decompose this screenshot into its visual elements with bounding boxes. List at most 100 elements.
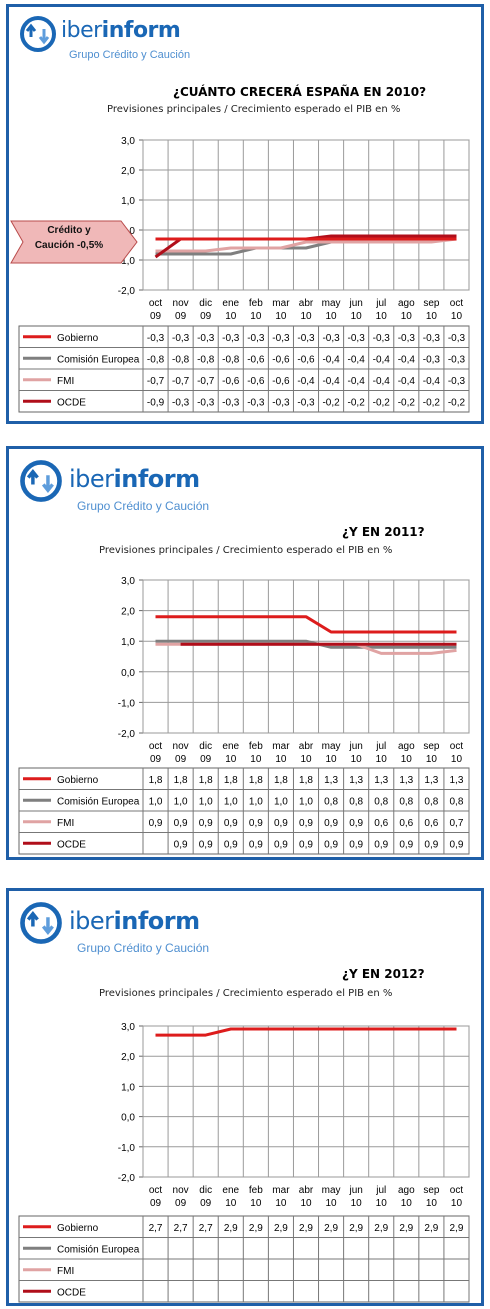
x-tick-label: may	[322, 1185, 341, 1196]
table-cell-value: -0,3	[172, 333, 190, 344]
data-table: Gobierno -0,3 -0,3 -0,3 -0,3 -0,3 -0,3 -0,3 -0,3…	[18, 325, 470, 413]
x-tick-label: 10	[401, 1198, 413, 1209]
table-cell-value: 1,0	[149, 796, 163, 807]
x-tick-label: 10	[326, 754, 338, 765]
table-cell-value: -0,6	[297, 354, 315, 365]
table-cell-value: -0,3	[322, 333, 340, 344]
x-tick-label: 09	[200, 1198, 212, 1209]
forecast-chart-2010: 3,02,01,00,0-1,0-2,0oct09nov09dic09ene10…	[18, 136, 470, 413]
table-cell-value: -0,3	[272, 333, 290, 344]
x-tick-label: 10	[451, 1198, 463, 1209]
x-tick-label: ene	[222, 1185, 239, 1196]
x-tick-label: 10	[250, 754, 262, 765]
logo-name-light: iber	[69, 465, 114, 493]
x-tick-label: sep	[423, 1185, 440, 1196]
table-cell-value: 0,8	[424, 796, 438, 807]
x-tick-label: 10	[401, 311, 413, 322]
x-tick-label: 10	[300, 754, 312, 765]
y-tick-label: 1,0	[121, 196, 135, 207]
x-tick-label: abr	[299, 298, 314, 309]
table-cell-value: 2,9	[374, 1223, 388, 1234]
x-tick-label: 10	[250, 1198, 262, 1209]
x-tick-label: mar	[272, 1185, 290, 1196]
series-line-gobierno	[155, 1027, 457, 1037]
logo-name-light: iber	[69, 907, 114, 935]
logo-name-bold: inform	[113, 907, 201, 935]
x-tick-label: 10	[451, 311, 463, 322]
table-cell-value: 0,8	[324, 796, 338, 807]
series-line-comision-europea	[155, 639, 457, 649]
table-cell-value: 0,9	[224, 818, 238, 829]
table-cell-value: -0,7	[172, 376, 190, 387]
table-cell-value: 0,9	[199, 839, 213, 850]
x-tick-label: 10	[426, 311, 438, 322]
callout-arrow-shape	[10, 220, 138, 264]
table-cell-value: 0,9	[374, 839, 388, 850]
chart-title: ¿Y EN 2012?	[342, 967, 425, 981]
y-tick-label: -2,0	[118, 729, 136, 740]
x-tick-label: nov	[173, 741, 189, 752]
y-tick-label: 2,0	[121, 1052, 135, 1063]
x-tick-label: may	[322, 298, 341, 309]
y-tick-label: 0,0	[121, 668, 135, 679]
table-cell-value: -0,4	[348, 376, 366, 387]
x-tick-label: 10	[275, 1198, 287, 1209]
table-cell-value: -0,3	[222, 397, 240, 408]
table-cell-value: -0,4	[348, 354, 366, 365]
x-tick-label: 10	[225, 311, 237, 322]
table-cell-value: -0,2	[322, 397, 340, 408]
x-tick-label: 10	[401, 754, 413, 765]
x-tick-label: ago	[398, 741, 415, 752]
logo-name-bold: inform	[101, 18, 181, 43]
callout-line-1: Crédito y	[47, 225, 91, 236]
table-cell-value: 1,3	[399, 775, 413, 786]
x-tick-label: 10	[426, 1198, 438, 1209]
logo-name-light: iber	[61, 18, 102, 43]
table-cell-value: 0,6	[399, 818, 413, 829]
table-cell-value: 2,9	[349, 1223, 363, 1234]
x-tick-label: dic	[199, 741, 212, 752]
table-cell-value: 0,7	[450, 818, 464, 829]
x-tick-label: 10	[225, 1198, 237, 1209]
table-cell-value: 2,9	[299, 1223, 313, 1234]
y-tick-label: 2,0	[121, 166, 135, 177]
table-cell-value: 1,8	[149, 775, 163, 786]
plot-area: 3,02,01,00,0-1,0-2,0oct09nov09dic09ene10…	[118, 136, 470, 322]
x-tick-label: 10	[300, 311, 312, 322]
table-cell-value: -0,4	[322, 376, 340, 387]
table-cell-value: 1,8	[274, 775, 288, 786]
table-cell-value: -0,3	[448, 376, 466, 387]
table-cell-value: -0,8	[172, 354, 190, 365]
chart-subtitle: Previsiones principales / Crecimiento es…	[107, 104, 401, 115]
table-cell-value: 1,8	[224, 775, 238, 786]
chart-subtitle: Previsiones principales / Crecimiento es…	[99, 988, 393, 999]
table-cell-value: 0,8	[450, 796, 464, 807]
table-cell-value: 2,9	[424, 1223, 438, 1234]
x-tick-label: 10	[351, 1198, 363, 1209]
x-tick-label: 10	[376, 754, 388, 765]
chart-title: ¿Y EN 2011?	[342, 525, 425, 539]
table-cell-value: 1,3	[324, 775, 338, 786]
x-tick-label: 10	[300, 1198, 312, 1209]
table-cell-value: -0,9	[147, 397, 165, 408]
legend-label: OCDE	[57, 397, 86, 408]
legend-label: OCDE	[57, 1287, 86, 1298]
callout-line-2: Caución -0,5%	[34, 240, 104, 251]
x-tick-label: jun	[348, 741, 362, 752]
callout-credito-caucion: Crédito y Caución -0,5%	[9, 217, 139, 267]
table-cell-value: -0,2	[423, 397, 441, 408]
table-cell-value: 0,9	[174, 818, 188, 829]
table-cell-value: 1,3	[349, 775, 363, 786]
table-cell-value: 2,7	[174, 1223, 188, 1234]
y-tick-label: -1,0	[118, 256, 136, 267]
table-cell-value: 0,9	[274, 839, 288, 850]
table-cell-value: 1,0	[274, 796, 288, 807]
table-cell-value: 0,9	[249, 839, 263, 850]
x-tick-label: jun	[348, 298, 362, 309]
y-tick-label: 2,0	[121, 607, 135, 618]
table-cell-value: 0,9	[174, 839, 188, 850]
table-cell-value: -0,4	[423, 376, 441, 387]
x-tick-label: oct	[450, 741, 464, 752]
table-cell-value: -0,3	[247, 333, 265, 344]
x-tick-label: 09	[150, 754, 162, 765]
